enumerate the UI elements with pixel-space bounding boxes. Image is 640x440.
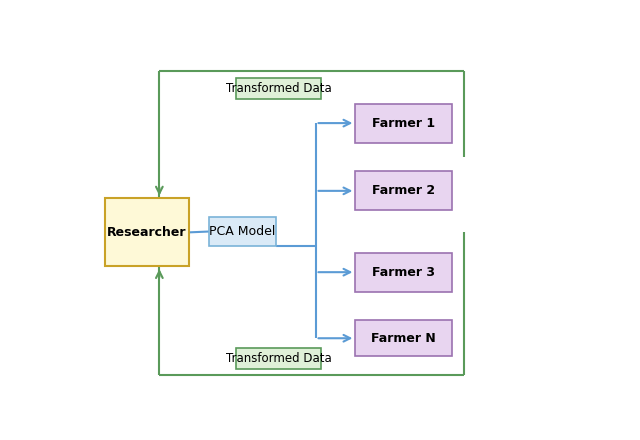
Text: Farmer 3: Farmer 3 bbox=[372, 266, 435, 279]
Text: Farmer N: Farmer N bbox=[371, 332, 436, 345]
Text: Researcher: Researcher bbox=[108, 226, 187, 239]
FancyBboxPatch shape bbox=[105, 198, 189, 266]
Text: Farmer 2: Farmer 2 bbox=[372, 184, 435, 198]
FancyBboxPatch shape bbox=[355, 103, 452, 143]
FancyBboxPatch shape bbox=[355, 253, 452, 292]
Text: Farmer 1: Farmer 1 bbox=[372, 117, 435, 130]
Text: PCA Model: PCA Model bbox=[209, 225, 276, 238]
FancyBboxPatch shape bbox=[355, 171, 452, 210]
Text: Transformed Data: Transformed Data bbox=[225, 352, 332, 365]
FancyBboxPatch shape bbox=[209, 217, 276, 246]
Text: Transformed Data: Transformed Data bbox=[225, 81, 332, 95]
FancyBboxPatch shape bbox=[355, 320, 452, 356]
FancyBboxPatch shape bbox=[236, 348, 321, 369]
FancyBboxPatch shape bbox=[236, 77, 321, 99]
